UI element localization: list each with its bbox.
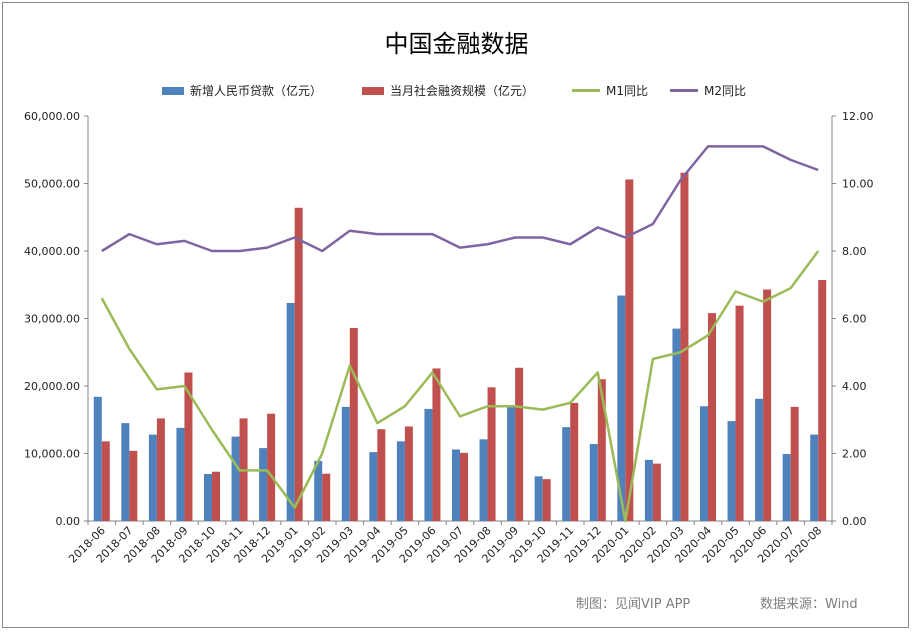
line-m1 xyxy=(100,250,820,523)
bar-new-loans xyxy=(810,434,819,521)
legend-label-new-loans: 新增人民币贷款（亿元） xyxy=(190,84,323,98)
bar-new-loans xyxy=(369,452,378,521)
bar-social-financing xyxy=(432,368,441,521)
legend-swatch-new-loans xyxy=(162,86,184,95)
y-left-tick-label: 60,000.00 xyxy=(24,110,80,123)
bar-social-financing xyxy=(708,313,716,521)
bar-social-financing xyxy=(460,452,468,521)
bar-new-loans xyxy=(93,396,102,521)
bar-social-financing xyxy=(377,429,386,521)
bar-new-loans xyxy=(534,476,543,521)
y-left-tick-label: 30,000.00 xyxy=(24,313,80,326)
bar-new-loans xyxy=(755,398,764,521)
legend-item-new-loans: 新增人民币贷款（亿元） xyxy=(162,82,322,99)
bar-new-loans xyxy=(204,473,212,521)
credit-text: 制图：见闻VIP APP xyxy=(576,597,691,612)
bar-social-financing xyxy=(184,372,193,521)
bar-new-loans xyxy=(231,436,240,521)
bar-social-financing xyxy=(129,450,138,521)
bar-social-financing xyxy=(735,305,744,521)
bar-new-loans xyxy=(259,448,268,521)
bar-social-financing xyxy=(349,327,358,521)
bar-new-loans xyxy=(148,434,157,521)
bar-new-loans xyxy=(341,406,350,521)
y-right-tick-label: 2.00 xyxy=(842,448,867,461)
bar-new-loans xyxy=(617,295,626,521)
bar-new-loans xyxy=(644,459,653,521)
bar-social-financing xyxy=(515,367,524,521)
bar-new-loans xyxy=(314,460,323,521)
bar-new-loans xyxy=(562,427,571,521)
bar-social-financing xyxy=(404,426,413,521)
legend-label-m1: M1同比 xyxy=(606,84,648,98)
bar-new-loans xyxy=(507,406,516,521)
bar-new-loans xyxy=(452,449,460,521)
y-left-tick-label: 50,000.00 xyxy=(24,178,80,191)
bar-new-loans xyxy=(727,421,736,521)
bar-new-loans xyxy=(424,408,433,521)
legend-item-m1: M1同比 xyxy=(572,82,648,99)
chart-title: 中国金融数据 xyxy=(384,30,529,58)
bar-new-loans xyxy=(286,302,295,521)
bar-new-loans xyxy=(672,328,681,521)
legend-item-m2: M2同比 xyxy=(670,82,746,99)
y-right-tick-label: 0.00 xyxy=(842,515,867,528)
y-right-tick-label: 4.00 xyxy=(842,380,867,393)
bar-new-loans xyxy=(121,423,130,521)
bar-social-financing xyxy=(570,402,579,521)
legend-label-social-financing: 当月社会融资规模（亿元） xyxy=(390,84,535,98)
y-right-tick-label: 10.00 xyxy=(842,178,874,191)
bar-social-financing xyxy=(156,418,165,521)
bar-social-financing xyxy=(294,207,303,522)
source-text: 数据来源：Wind xyxy=(760,597,858,612)
bar-new-loans xyxy=(700,406,708,521)
bar-new-loans xyxy=(782,453,791,521)
legend-label-m2: M2同比 xyxy=(704,84,746,98)
bar-social-financing xyxy=(790,406,799,521)
y-left-tick-label: 40,000.00 xyxy=(24,245,80,258)
bar-social-financing xyxy=(652,463,661,521)
legend-item-social-financing: 当月社会融资规模（亿元） xyxy=(362,82,534,99)
bar-social-financing xyxy=(818,280,827,521)
y-right-tick-label: 8.00 xyxy=(842,245,867,258)
bar-social-financing xyxy=(322,473,331,521)
bar-new-loans xyxy=(176,427,185,521)
bar-social-financing xyxy=(267,413,276,521)
bar-social-financing xyxy=(597,379,606,521)
bar-social-financing xyxy=(763,289,772,521)
bar-social-financing xyxy=(542,479,551,521)
y-left-tick-label: 10,000.00 xyxy=(24,448,80,461)
legend-swatch-social-financing xyxy=(362,86,384,95)
bar-social-financing xyxy=(101,441,110,521)
bar-new-loans xyxy=(396,441,405,521)
y-right-tick-label: 12.00 xyxy=(842,110,874,123)
y-left-tick-label: 0.00 xyxy=(56,515,81,528)
y-left-tick-label: 20,000.00 xyxy=(24,380,80,393)
bar-new-loans xyxy=(479,439,488,521)
legend: 新增人民币贷款（亿元） 当月社会融资规模（亿元） M1同比 M2同比 xyxy=(0,82,913,102)
bar-social-financing xyxy=(212,471,220,521)
y-right-tick-label: 6.00 xyxy=(842,313,867,326)
line-m2 xyxy=(101,145,819,253)
bar-social-financing xyxy=(680,172,689,521)
legend-swatch-m2 xyxy=(670,89,698,92)
bar-social-financing xyxy=(487,387,496,521)
bar-new-loans xyxy=(589,444,598,521)
bar-social-financing xyxy=(625,179,634,521)
legend-swatch-m1 xyxy=(572,89,600,92)
